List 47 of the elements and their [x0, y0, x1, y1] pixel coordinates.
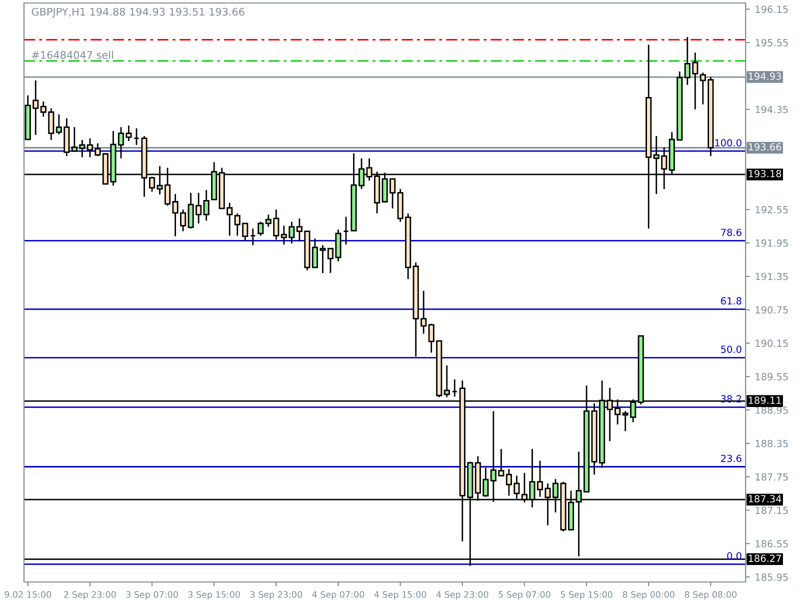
- chart-title: GBPJPY,H1 194.88 194.93 193.51 193.66: [32, 8, 244, 18]
- y-tick-label: 194.35: [756, 106, 788, 114]
- annotation: 50.0: [721, 346, 742, 353]
- x-tick-label: 3 Sep 23:00: [250, 591, 302, 600]
- y-tick-label: 191.95: [756, 239, 788, 247]
- x-tick-label: 8 Sep 08:00: [684, 591, 737, 600]
- annotation: 0.0: [727, 552, 742, 560]
- candlestick: [203, 189, 210, 222]
- y-tick-label: 190.75: [756, 306, 788, 314]
- x-tick-label: 3 Sep 15:00: [188, 591, 240, 600]
- y-tick-label: 187.75: [756, 473, 788, 481]
- x-tick-label: 3 Sep 07:00: [126, 591, 178, 600]
- y-tick-label: 196.15: [756, 6, 788, 13]
- ref-line-label: 193.66: [748, 143, 782, 151]
- ref-line-label: 187.34: [748, 495, 782, 502]
- y-tick-label: 190.15: [756, 340, 788, 347]
- x-tick-label: 4 Sep 23:00: [436, 591, 488, 600]
- candlestick: [342, 216, 350, 246]
- candlestick: [258, 221, 264, 236]
- ref-line-label: 193.18: [748, 170, 782, 178]
- x-tick-label: 4 Sep 15:00: [374, 591, 426, 600]
- x-tick-label: 5 Sep 07:00: [498, 591, 550, 600]
- candlestick: [133, 128, 140, 146]
- x-tick-label: 5 Sep 15:00: [560, 591, 612, 600]
- x-tick-label: 9.02 15:00: [4, 591, 52, 598]
- y-tick-label: 189.55: [756, 373, 788, 380]
- x-tick-label: 8 Sep 00:00: [622, 591, 674, 600]
- annotation: 100.0: [715, 139, 742, 146]
- annotation: 23.6: [721, 454, 742, 462]
- y-tick-label: 191.35: [756, 272, 788, 280]
- x-tick-label: 2 Sep 23:00: [64, 591, 116, 600]
- y-tick-label: 187.15: [756, 506, 788, 514]
- annotation: 78.6: [721, 228, 742, 236]
- ref-line-label: #16484047 sell: [32, 50, 113, 59]
- ref-line-label: 194.93: [748, 72, 782, 80]
- candlestick: [250, 228, 256, 246]
- y-tick-label: 192.55: [756, 206, 788, 214]
- candlestick: [444, 364, 450, 398]
- annotation: 61.8: [721, 297, 742, 305]
- x-tick-label: 4 Sep 07:00: [312, 591, 364, 600]
- y-tick-label: 188.35: [756, 440, 788, 448]
- y-tick-label: 195.55: [756, 39, 788, 46]
- ref-line-label: 186.27: [748, 554, 781, 562]
- candlestick: [452, 378, 458, 398]
- y-tick-label: 185.95: [756, 573, 788, 581]
- ref-line-label: 189.11: [748, 396, 781, 404]
- y-tick-label: 186.55: [756, 540, 788, 548]
